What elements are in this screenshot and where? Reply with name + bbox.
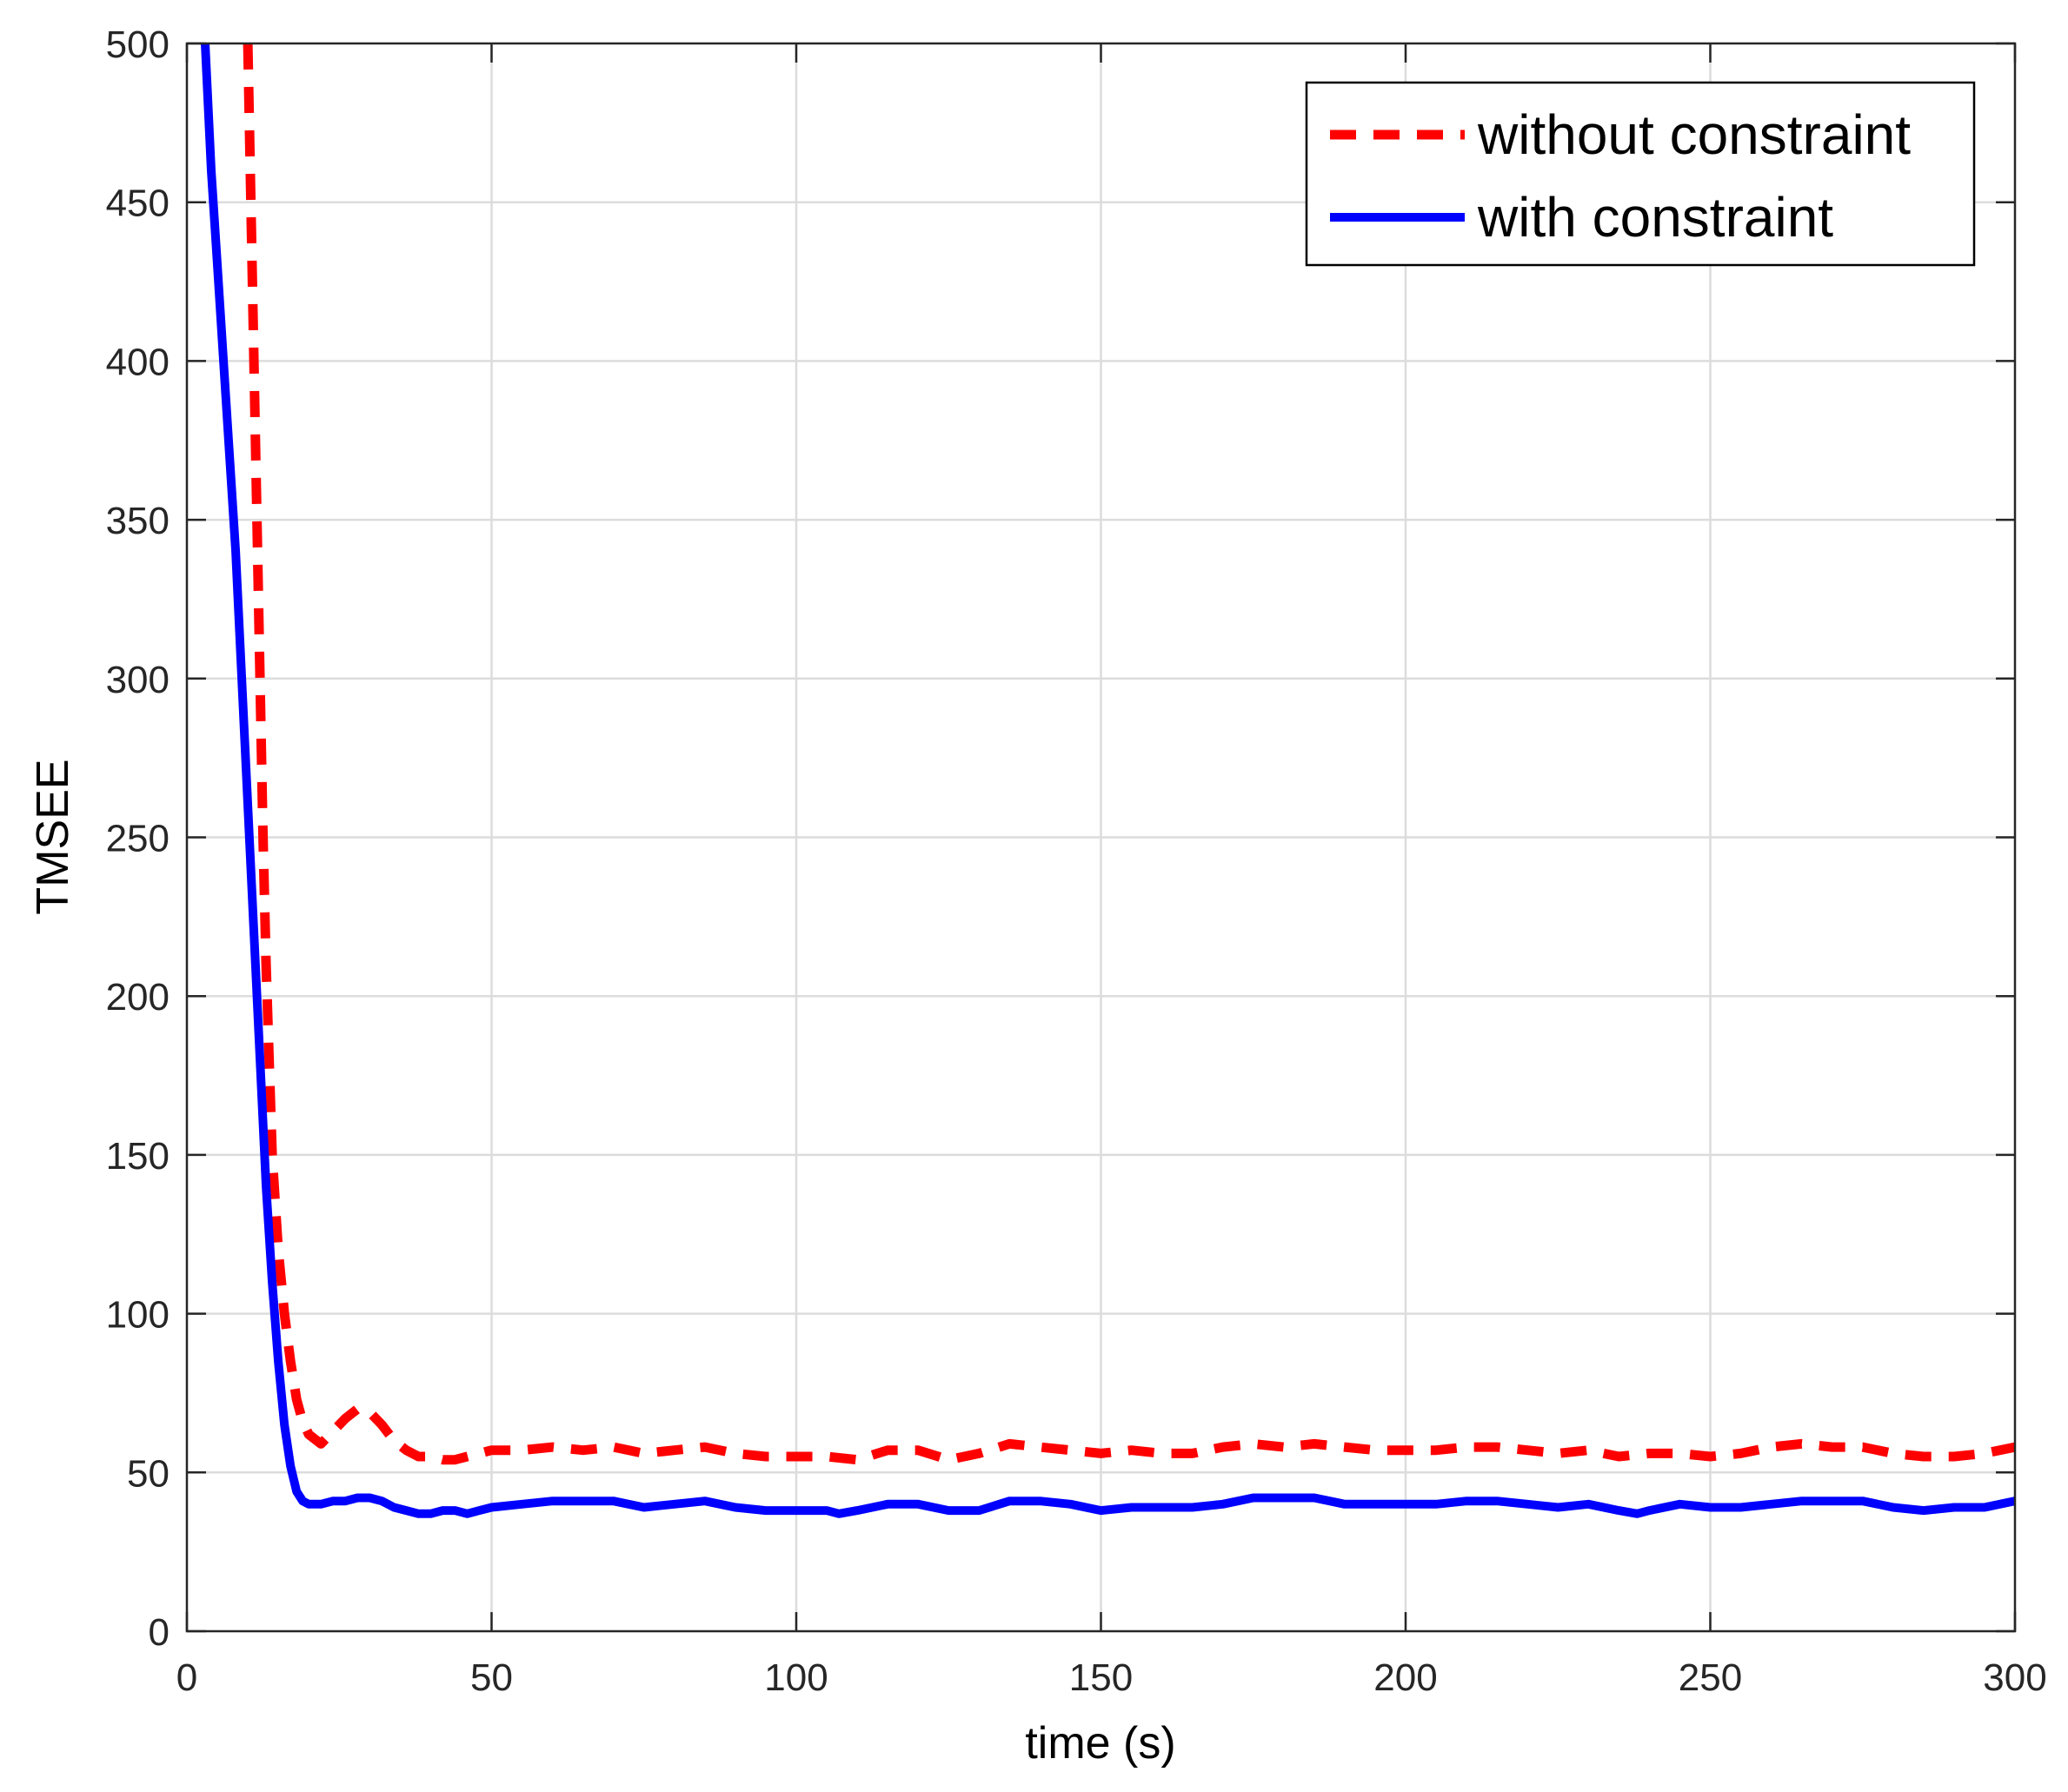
grid — [187, 43, 2015, 1631]
x-axis-label: time (s) — [1025, 1718, 1175, 1769]
x-tick-labels: 0 50 100 150 200 250 300 — [176, 1656, 2047, 1699]
x-tick-label: 0 — [176, 1656, 197, 1699]
x-tick-label: 250 — [1679, 1656, 1742, 1699]
series-layer — [201, 43, 2015, 1518]
legend-label-without-constraint: without constraint — [1477, 103, 1911, 166]
y-tick-label: 200 — [106, 976, 170, 1019]
x-tick-label: 300 — [1983, 1656, 2046, 1699]
y-tick-label: 250 — [106, 818, 170, 860]
x-tick-label: 50 — [470, 1656, 513, 1699]
y-axis-label: TMSEE — [28, 759, 78, 914]
series-line-with-constraint — [201, 43, 2015, 1518]
y-tick-label: 350 — [106, 500, 170, 542]
y-tick-label: 50 — [127, 1452, 170, 1495]
x-tick-label: 100 — [764, 1656, 828, 1699]
y-tick-label: 300 — [106, 659, 170, 701]
y-tick-label: 400 — [106, 341, 170, 383]
y-tick-label: 100 — [106, 1294, 170, 1337]
legend-box — [1305, 81, 1976, 267]
y-tick-label: 0 — [149, 1611, 170, 1654]
y-tick-labels: 0 50 100 150 200 250 300 350 400 450 500 — [106, 23, 170, 1654]
legend: without constraint with constraint — [1305, 81, 1976, 267]
y-tick-label: 500 — [106, 23, 170, 66]
x-tick-label: 150 — [1069, 1656, 1133, 1699]
x-tick-label: 200 — [1373, 1656, 1437, 1699]
series-line-without-constraint — [243, 43, 2015, 1465]
y-tick-label: 150 — [106, 1135, 170, 1178]
y-tick-label: 450 — [106, 183, 170, 225]
tick-marks — [185, 42, 2017, 1633]
legend-label-with-constraint: with constraint — [1477, 186, 1833, 249]
